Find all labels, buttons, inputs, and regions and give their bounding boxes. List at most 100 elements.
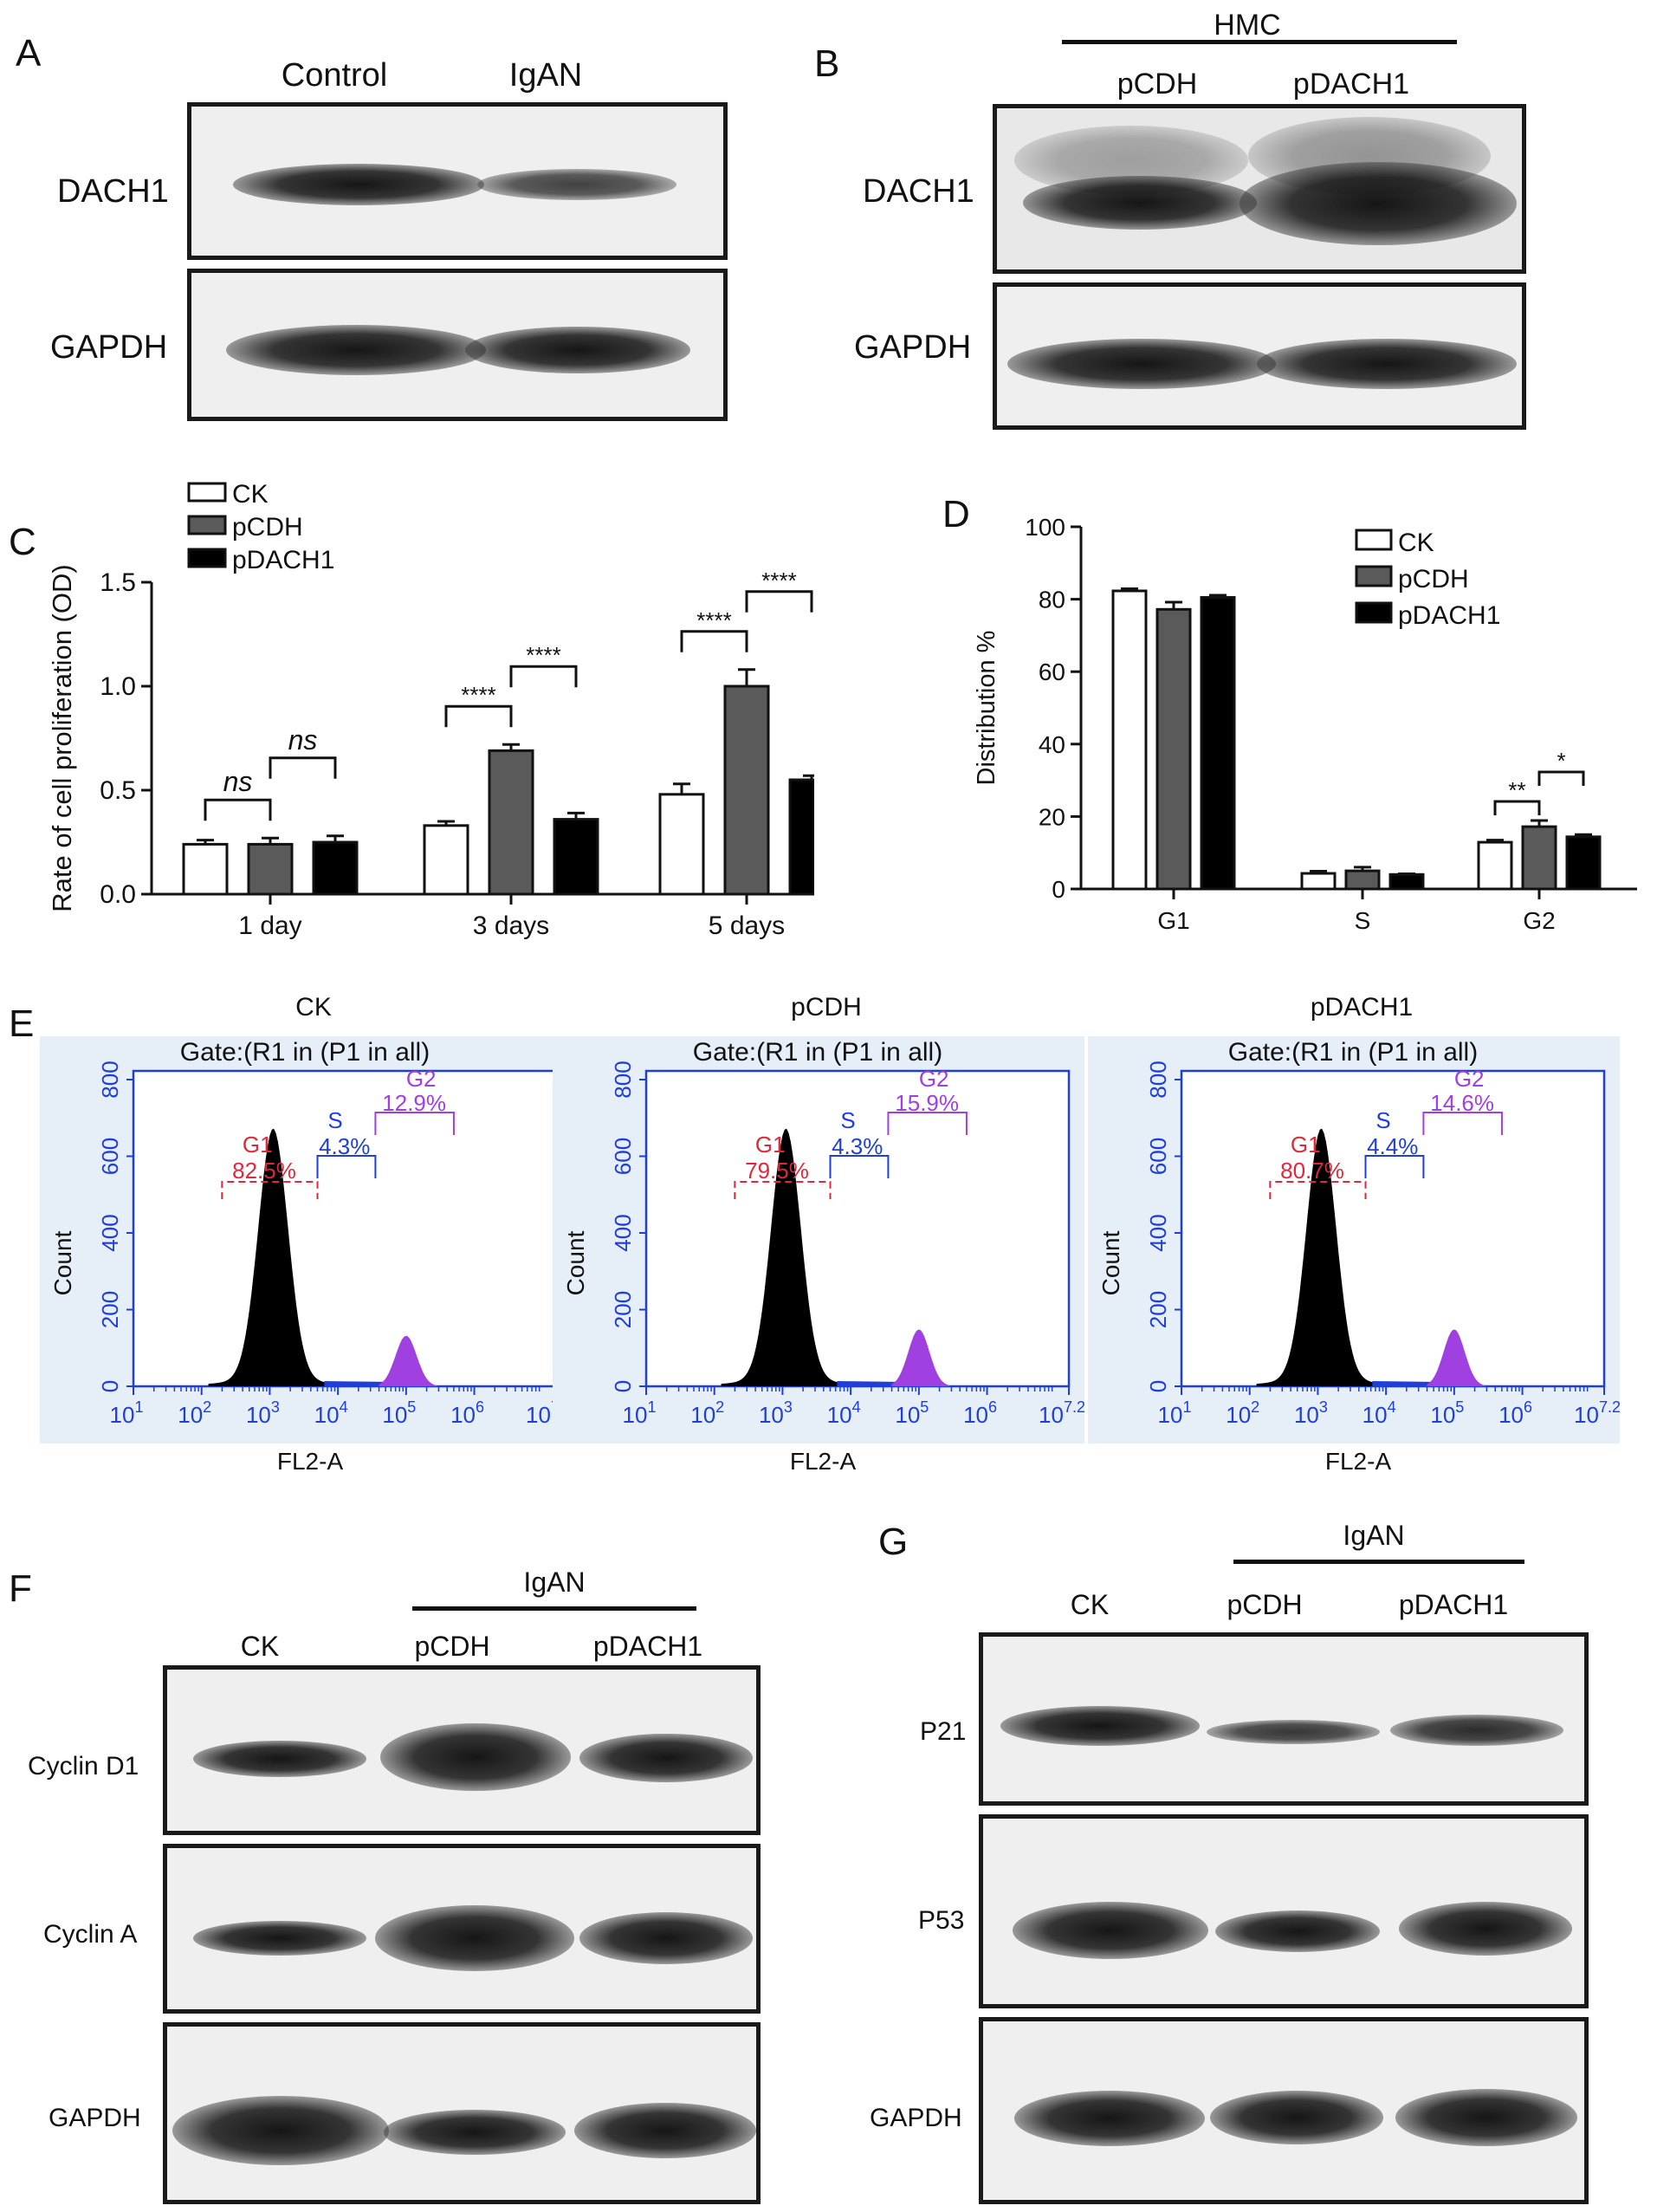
flow-x-axis-label: FL2-A <box>277 1448 344 1475</box>
panel-label-e: E <box>9 1002 35 1045</box>
legend-label-ck: CK <box>1398 529 1434 557</box>
row-label-gapdh: GAPDH <box>50 329 168 366</box>
flow-g2-value: 14.6% <box>1430 1090 1494 1116</box>
flow-s-value: 4.3% <box>319 1133 370 1159</box>
flow-y-tick-label: 200 <box>1145 1291 1171 1328</box>
group-bar-hmc <box>1062 40 1457 44</box>
panel-label-f: F <box>9 1567 32 1610</box>
group-bar-igan-f <box>412 1606 696 1611</box>
flow-panel-ck: CK Gate:(R1 in (P1 in all) 0 200 400 600 800 Co… <box>36 986 582 1502</box>
bar-pdach1 <box>788 778 814 896</box>
panel-label-g: G <box>878 1521 909 1563</box>
legend-label-pdach1: pDACH1 <box>1398 601 1500 630</box>
flow-panel-pcdh: pCDH Gate:(R1 in (P1 in all) 0 200 400 600 800… <box>549 986 1095 1502</box>
flow-s-region <box>837 1381 909 1386</box>
flow-gate-label: Gate:(R1 in (P1 in all) <box>180 1038 430 1067</box>
group-label-hmc: HMC <box>1214 9 1281 42</box>
flow-s-value: 4.3% <box>832 1133 883 1159</box>
flow-g1-name: G1 <box>243 1132 273 1158</box>
flow-y-tick-label: 600 <box>97 1138 123 1175</box>
bar-pcdh <box>723 684 770 896</box>
flow-g1-name: G1 <box>755 1132 786 1158</box>
y-tick-label: 20 <box>1039 803 1065 830</box>
significance-label: ns <box>288 724 318 756</box>
bar-pcdh <box>1344 869 1381 891</box>
row-label-dach1: DACH1 <box>57 173 169 210</box>
flow-panel-pdach1: pDACH1 Gate:(R1 in (P1 in all) 0 200 400 600 8… <box>1084 986 1630 1502</box>
flow-y-tick-label: 400 <box>97 1214 123 1251</box>
flow-g2-name: G2 <box>919 1066 949 1092</box>
y-tick-label: 100 <box>1025 514 1065 541</box>
y-tick-label: 1.5 <box>100 568 136 597</box>
blot-g-p21 <box>979 1632 1589 1806</box>
x-tick-label: G2 <box>1523 907 1555 934</box>
flow-g1-peak <box>721 1128 845 1386</box>
row-label-dach1-b: DACH1 <box>863 173 974 210</box>
flow-g1-peak <box>208 1128 332 1386</box>
row-label-gapdh-b: GAPDH <box>854 329 972 366</box>
x-tick-label: 5 days <box>709 911 785 940</box>
panel-label-b: B <box>814 42 840 85</box>
y-tick-label: 40 <box>1039 731 1065 758</box>
flow-y-axis-label: Count <box>1097 1230 1124 1295</box>
lane-label-pdach1-g: pDACH1 <box>1398 1589 1509 1620</box>
blot-b-gapdh <box>993 282 1526 430</box>
blot-f-cyclin-a <box>163 1844 761 2014</box>
legend-swatch-ck <box>1355 529 1393 551</box>
flow-x-axis-label: FL2-A <box>790 1448 857 1475</box>
legend-label-pcdh: pCDH <box>1398 565 1469 594</box>
flow-gate-label: Gate:(R1 in (P1 in all) <box>1228 1038 1478 1067</box>
blot-g-p53 <box>979 1814 1589 2008</box>
significance-bracket <box>444 704 513 728</box>
flow-x-tick-label: 101 <box>110 1398 144 1428</box>
flow-s-gate <box>316 1155 377 1178</box>
lane-label-pcdh: pCDH <box>1117 68 1198 101</box>
lane-label-pcdh-g: pCDH <box>1227 1589 1303 1620</box>
legend-label-pdach1: pDACH1 <box>232 546 334 574</box>
significance-label: ns <box>223 766 253 797</box>
flow-y-tick-label: 200 <box>97 1291 123 1328</box>
bar-ck <box>1111 589 1148 891</box>
y-axis-label: Rate of cell proliferation (OD) <box>47 564 77 911</box>
bar-ck <box>1477 840 1513 891</box>
significance-bracket <box>509 665 578 688</box>
flow-g2-value: 15.9% <box>895 1090 959 1116</box>
blot-g-gapdh <box>979 2017 1589 2204</box>
significance-label: **** <box>461 682 495 708</box>
flow-s-gate <box>1364 1155 1425 1178</box>
flow-g2-gate <box>887 1112 968 1135</box>
group-bar-igan-g <box>1233 1560 1524 1564</box>
panel-label-d: D <box>942 493 970 535</box>
row-label-gapdh-f: GAPDH <box>49 2104 141 2132</box>
significance-label: * <box>1557 748 1565 774</box>
x-tick-label: S <box>1355 907 1371 934</box>
bar-ck <box>182 842 229 896</box>
bar-pcdh <box>247 842 294 896</box>
legend-label-ck: CK <box>232 480 269 509</box>
lane-label-control: Control <box>281 57 388 94</box>
flow-title: pDACH1 <box>1311 993 1413 1022</box>
y-tick-label: 60 <box>1039 658 1065 685</box>
flow-s-name: S <box>327 1107 342 1133</box>
flow-y-tick-label: 400 <box>1145 1214 1171 1251</box>
flow-g1-value: 79.5% <box>745 1158 809 1184</box>
bar-pcdh <box>1521 825 1557 891</box>
panel-label-a: A <box>16 32 42 75</box>
flow-g2-peak <box>379 1335 437 1386</box>
legend-swatch-pdach1 <box>1355 601 1393 624</box>
flow-g1-peak <box>1256 1128 1380 1386</box>
panel-label-c: C <box>9 521 36 563</box>
lane-label-pdach1: pDACH1 <box>1292 68 1410 101</box>
row-label-p21: P21 <box>920 1717 967 1746</box>
legend-swatch-pdach1 <box>187 548 227 568</box>
significance-bracket <box>680 630 748 652</box>
row-label-cyclin-a: Cyclin A <box>43 1920 138 1949</box>
group-label-igan-g: IgAN <box>1343 1520 1405 1551</box>
flow-plot-area <box>1180 1069 1606 1388</box>
flow-s-region <box>1372 1381 1445 1386</box>
bar-pdach1 <box>553 818 599 896</box>
flow-histogram-ck: CK Gate:(R1 in (P1 in all) 0 200 400 600 800 Co… <box>40 993 573 1475</box>
y-axis-label: Distribution % <box>973 631 1000 786</box>
flow-y-tick-label: 800 <box>1145 1061 1171 1098</box>
bar-pdach1 <box>312 840 359 896</box>
